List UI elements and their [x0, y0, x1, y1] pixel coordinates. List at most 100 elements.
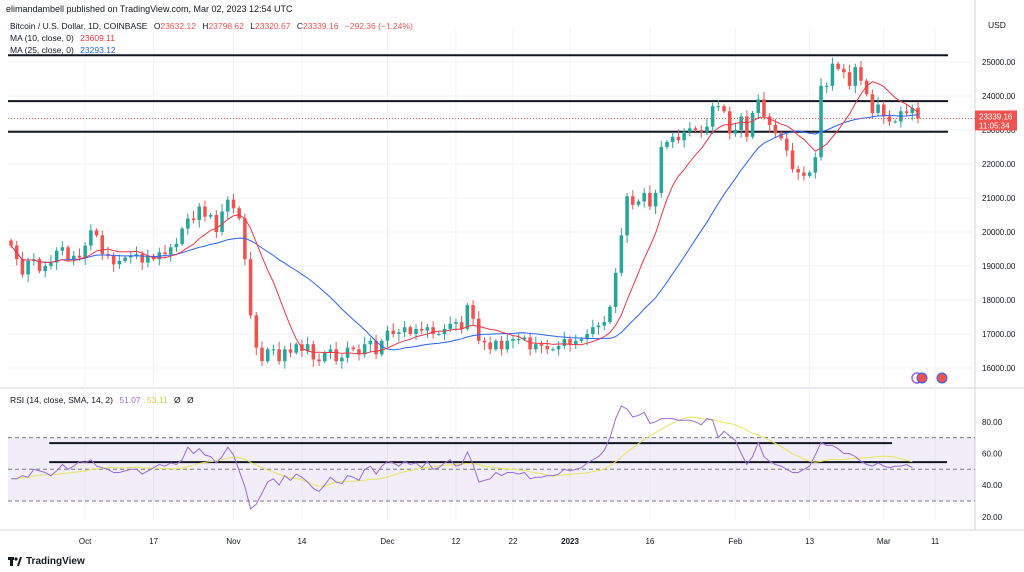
- candle-body[interactable]: [642, 192, 646, 202]
- candle-body[interactable]: [568, 339, 572, 345]
- candle-body[interactable]: [653, 192, 658, 207]
- candle-body[interactable]: [488, 342, 492, 350]
- candle-body[interactable]: [37, 259, 42, 272]
- candle-body[interactable]: [134, 254, 139, 256]
- candle-body[interactable]: [853, 67, 858, 86]
- candle-body[interactable]: [688, 128, 692, 132]
- candle-body[interactable]: [573, 340, 578, 345]
- candle-body[interactable]: [117, 260, 122, 265]
- candle-body[interactable]: [351, 347, 356, 350]
- candle-body[interactable]: [260, 347, 264, 362]
- candle-body[interactable]: [66, 247, 70, 260]
- candle-body[interactable]: [859, 67, 863, 81]
- candle-body[interactable]: [842, 68, 846, 73]
- candle-body[interactable]: [534, 344, 538, 350]
- candle-body[interactable]: [670, 136, 675, 142]
- candle-body[interactable]: [699, 130, 704, 132]
- candle-body[interactable]: [140, 254, 144, 263]
- candle-body[interactable]: [819, 85, 823, 158]
- event-flag-icon[interactable]: [936, 372, 948, 384]
- candle-body[interactable]: [111, 255, 116, 265]
- candle-body[interactable]: [237, 208, 241, 219]
- candle-body[interactable]: [773, 124, 778, 134]
- candle-body[interactable]: [391, 330, 395, 334]
- candle-body[interactable]: [562, 339, 567, 346]
- candle-body[interactable]: [402, 327, 407, 333]
- candle-body[interactable]: [876, 104, 880, 114]
- candle-body[interactable]: [585, 334, 589, 340]
- candle-body[interactable]: [522, 337, 527, 340]
- candle-body[interactable]: [727, 111, 732, 134]
- candle-body[interactable]: [146, 255, 150, 263]
- candle-body[interactable]: [340, 357, 344, 362]
- candle-body[interactable]: [847, 72, 852, 86]
- candle-body[interactable]: [248, 259, 253, 316]
- candle-body[interactable]: [368, 340, 373, 345]
- candle-body[interactable]: [722, 106, 726, 112]
- candle-body[interactable]: [459, 322, 464, 329]
- candle-body[interactable]: [659, 147, 664, 193]
- candle-body[interactable]: [208, 215, 213, 217]
- candle-body[interactable]: [767, 116, 772, 125]
- candle-body[interactable]: [163, 252, 167, 255]
- candle-body[interactable]: [26, 260, 30, 275]
- candle-body[interactable]: [710, 106, 715, 127]
- candle-body[interactable]: [425, 327, 430, 331]
- candle-body[interactable]: [739, 116, 743, 130]
- candle-body[interactable]: [528, 337, 532, 350]
- candle-body[interactable]: [910, 107, 915, 113]
- candle-body[interactable]: [129, 255, 133, 258]
- candle-body[interactable]: [545, 345, 549, 350]
- candle-body[interactable]: [516, 339, 521, 341]
- candle-body[interactable]: [283, 349, 287, 362]
- candle-body[interactable]: [20, 259, 25, 275]
- candle-body[interactable]: [733, 130, 738, 134]
- candle-body[interactable]: [716, 106, 721, 108]
- candle-body[interactable]: [476, 318, 481, 341]
- candle-body[interactable]: [494, 340, 498, 350]
- candle-body[interactable]: [288, 349, 293, 353]
- candle-body[interactable]: [619, 235, 624, 273]
- candle-body[interactable]: [414, 328, 418, 334]
- candle-body[interactable]: [556, 345, 561, 350]
- candle-body[interactable]: [100, 235, 105, 255]
- candle-body[interactable]: [334, 349, 338, 362]
- candle-body[interactable]: [362, 344, 367, 355]
- candle-body[interactable]: [665, 141, 669, 147]
- candle-body[interactable]: [539, 344, 544, 346]
- candle-body[interactable]: [613, 272, 618, 307]
- candle-body[interactable]: [904, 111, 909, 113]
- candle-body[interactable]: [448, 323, 453, 329]
- candle-body[interactable]: [265, 349, 270, 362]
- candle-body[interactable]: [385, 330, 390, 341]
- candle-body[interactable]: [648, 192, 652, 207]
- candle-body[interactable]: [807, 172, 812, 176]
- candle-body[interactable]: [77, 255, 82, 258]
- candle-body[interactable]: [231, 199, 236, 209]
- candle-body[interactable]: [294, 344, 298, 353]
- candle-body[interactable]: [419, 328, 424, 331]
- candle-body[interactable]: [437, 334, 441, 335]
- candle-body[interactable]: [824, 85, 829, 87]
- candle-body[interactable]: [499, 340, 504, 350]
- candle-body[interactable]: [813, 157, 818, 173]
- candle-body[interactable]: [471, 305, 475, 319]
- candle-body[interactable]: [83, 245, 87, 258]
- candle-body[interactable]: [602, 322, 607, 326]
- candle-body[interactable]: [796, 169, 800, 173]
- tradingview-brand[interactable]: TradingView: [8, 556, 85, 567]
- candle-body[interactable]: [893, 121, 897, 123]
- candle-body[interactable]: [380, 340, 384, 355]
- candle-body[interactable]: [191, 218, 196, 221]
- candle-body[interactable]: [43, 266, 47, 272]
- candle-body[interactable]: [830, 63, 835, 86]
- candle-body[interactable]: [60, 247, 65, 251]
- candle-body[interactable]: [693, 128, 698, 130]
- candle-body[interactable]: [785, 138, 789, 151]
- candle-body[interactable]: [454, 322, 458, 324]
- candle-body[interactable]: [682, 131, 686, 141]
- candle-body[interactable]: [505, 340, 510, 350]
- candle-body[interactable]: [551, 349, 555, 351]
- candle-body[interactable]: [591, 327, 595, 334]
- candle-body[interactable]: [214, 215, 219, 232]
